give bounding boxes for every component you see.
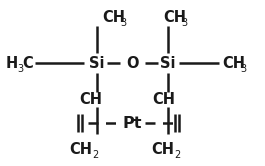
Text: 3: 3 [181,18,187,28]
Text: CH: CH [79,92,102,107]
Text: 2: 2 [92,150,99,160]
Text: CH: CH [222,56,245,71]
Text: 2: 2 [174,150,180,160]
Text: Pt: Pt [123,116,142,131]
Text: H: H [6,56,18,71]
Text: 3: 3 [17,64,23,74]
Text: 3: 3 [121,18,127,28]
Text: Si: Si [160,56,176,71]
Text: CH: CH [153,92,176,107]
Text: O: O [126,56,139,71]
Text: Si: Si [89,56,105,71]
Text: 3: 3 [241,64,247,74]
Text: C: C [23,56,33,71]
Text: CH: CH [70,142,92,157]
Text: CH: CH [163,10,186,25]
Text: CH: CH [151,142,174,157]
Text: CH: CH [102,10,125,25]
